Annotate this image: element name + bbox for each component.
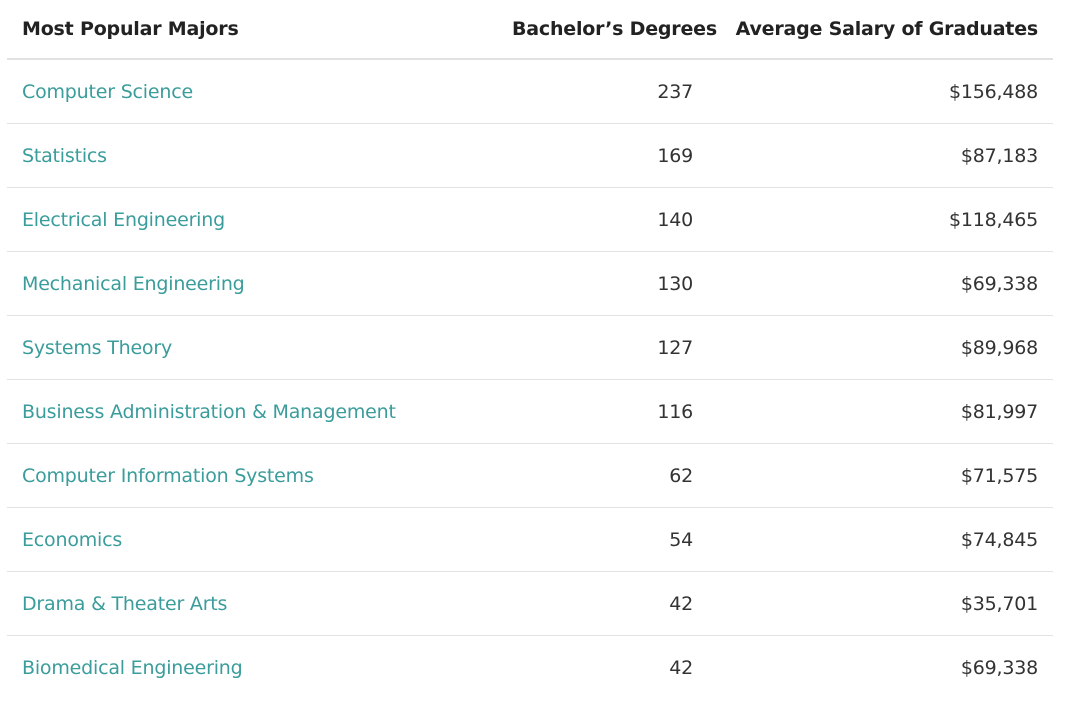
table-row: Systems Theory 127 $89,968: [7, 315, 1053, 380]
table-row: Drama & Theater Arts 42 $35,701: [7, 571, 1053, 636]
average-salary: $74,845: [693, 507, 1053, 572]
major-link[interactable]: Electrical Engineering: [7, 187, 497, 252]
table-row: Computer Science 237 $156,488: [7, 59, 1053, 124]
table-row: Business Administration & Management 116…: [7, 379, 1053, 444]
degrees-count: 116: [497, 379, 693, 444]
header-bachelors-degrees: Bachelor’s Degrees: [497, 0, 717, 60]
average-salary: $156,488: [693, 59, 1053, 124]
major-link[interactable]: Systems Theory: [7, 315, 497, 380]
table-row: Economics 54 $74,845: [7, 507, 1053, 572]
major-link[interactable]: Computer Science: [7, 59, 497, 124]
average-salary: $69,338: [960, 656, 1038, 679]
table-header: Most Popular Majors Bachelor’s Degrees A…: [7, 0, 1053, 60]
table-row: Biomedical Engineering 42 $69,338: [7, 636, 1053, 700]
average-salary: $71,575: [693, 443, 1053, 508]
table-body: Computer Science 237 $156,488 Statistics…: [7, 59, 1053, 699]
major-link[interactable]: Drama & Theater Arts: [7, 571, 497, 636]
table-row: Electrical Engineering 140 $118,465: [7, 187, 1053, 252]
table-row: Computer Information Systems 62 $71,575: [7, 443, 1053, 508]
table-row: Mechanical Engineering 130 $69,338: [7, 251, 1053, 316]
degrees-count: 62: [497, 443, 693, 508]
major-link[interactable]: Computer Information Systems: [7, 443, 497, 508]
major-link[interactable]: Biomedical Engineering: [22, 656, 243, 679]
average-salary: $81,997: [693, 379, 1053, 444]
average-salary: $35,701: [693, 571, 1053, 636]
majors-table: Most Popular Majors Bachelor’s Degrees A…: [7, 0, 1053, 699]
average-salary: $89,968: [693, 315, 1053, 380]
header-most-popular-majors: Most Popular Majors: [7, 0, 497, 60]
degrees-count: 140: [497, 187, 693, 252]
degrees-count: 169: [497, 123, 693, 188]
major-link[interactable]: Statistics: [7, 123, 497, 188]
degrees-count: 127: [497, 315, 693, 380]
degrees-count: 130: [497, 251, 693, 316]
degrees-count: 42: [497, 571, 693, 636]
average-salary: $69,338: [693, 251, 1053, 316]
table-row: Statistics 169 $87,183: [7, 123, 1053, 188]
degrees-count: 54: [497, 507, 693, 572]
major-link[interactable]: Mechanical Engineering: [7, 251, 497, 316]
major-link[interactable]: Economics: [7, 507, 497, 572]
average-salary: $118,465: [693, 187, 1053, 252]
major-link[interactable]: Business Administration & Management: [7, 379, 497, 444]
degrees-count: 237: [497, 59, 693, 124]
average-salary: $87,183: [693, 123, 1053, 188]
header-average-salary: Average Salary of Graduates: [693, 0, 1053, 60]
degrees-count: 42: [669, 656, 693, 679]
table-header-row: Most Popular Majors Bachelor’s Degrees A…: [7, 0, 1053, 60]
